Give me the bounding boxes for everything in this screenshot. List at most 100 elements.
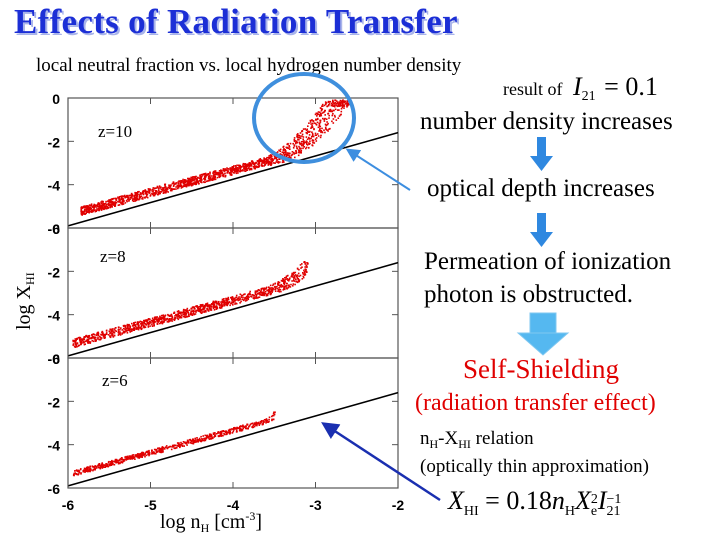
data-point bbox=[319, 126, 321, 128]
data-point bbox=[177, 318, 180, 321]
data-point bbox=[105, 329, 108, 332]
data-point bbox=[102, 200, 104, 203]
data-point bbox=[87, 469, 89, 472]
data-point bbox=[346, 106, 348, 108]
data-point bbox=[307, 147, 310, 149]
data-point bbox=[188, 313, 190, 316]
data-point bbox=[113, 463, 116, 466]
data-point bbox=[216, 302, 219, 305]
data-point bbox=[247, 164, 250, 166]
data-point bbox=[204, 310, 206, 312]
data-point bbox=[212, 172, 214, 175]
data-point bbox=[182, 181, 185, 184]
data-point bbox=[163, 321, 166, 323]
data-point bbox=[308, 122, 310, 124]
data-point bbox=[80, 472, 82, 474]
data-point bbox=[80, 343, 82, 345]
data-point bbox=[106, 465, 109, 467]
data-point bbox=[234, 170, 236, 172]
data-point bbox=[241, 298, 243, 301]
data-point bbox=[222, 174, 224, 177]
data-point bbox=[302, 136, 305, 138]
data-point bbox=[283, 285, 286, 287]
data-point bbox=[204, 439, 206, 441]
y-tick-label: 0 bbox=[52, 91, 60, 107]
data-point bbox=[187, 182, 190, 185]
data-point bbox=[223, 303, 225, 306]
data-point bbox=[339, 99, 342, 102]
data-point bbox=[114, 459, 117, 461]
data-point bbox=[267, 163, 270, 166]
data-point bbox=[145, 193, 148, 195]
data-point bbox=[255, 421, 257, 424]
data-point bbox=[297, 272, 300, 275]
data-point bbox=[102, 333, 104, 335]
data-point bbox=[197, 307, 199, 310]
data-point bbox=[225, 299, 227, 302]
data-point bbox=[309, 121, 312, 123]
data-point bbox=[336, 109, 339, 111]
data-point bbox=[110, 331, 112, 334]
data-point bbox=[210, 303, 213, 305]
data-point bbox=[222, 430, 225, 433]
data-point bbox=[315, 124, 318, 126]
data-point bbox=[328, 109, 331, 111]
data-point bbox=[161, 450, 164, 453]
data-point bbox=[159, 315, 161, 318]
data-point bbox=[263, 157, 265, 159]
data-point bbox=[135, 328, 137, 330]
data-point bbox=[271, 418, 273, 421]
data-point bbox=[109, 202, 111, 204]
data-point bbox=[226, 172, 228, 174]
data-point bbox=[271, 419, 273, 422]
data-point bbox=[114, 329, 116, 332]
data-point bbox=[95, 467, 98, 469]
data-point bbox=[203, 439, 205, 442]
data-point bbox=[103, 464, 105, 466]
data-point bbox=[119, 332, 121, 334]
data-point bbox=[306, 143, 308, 145]
data-point bbox=[209, 309, 212, 311]
data-point bbox=[307, 130, 309, 132]
data-point bbox=[192, 442, 195, 445]
data-point bbox=[213, 303, 216, 306]
data-point bbox=[93, 207, 95, 209]
data-point bbox=[282, 280, 284, 283]
data-point bbox=[301, 266, 303, 268]
data-point bbox=[286, 288, 288, 290]
data-point bbox=[129, 457, 132, 460]
data-point bbox=[321, 112, 324, 114]
data-point bbox=[241, 428, 244, 431]
data-point bbox=[255, 422, 257, 425]
data-point bbox=[183, 315, 186, 317]
data-point bbox=[104, 336, 106, 339]
data-point bbox=[142, 198, 144, 200]
step-optical-depth: optical depth increases bbox=[427, 175, 655, 202]
data-point bbox=[271, 291, 273, 293]
data-point bbox=[242, 424, 244, 427]
data-point bbox=[143, 322, 146, 325]
data-point bbox=[299, 132, 302, 134]
data-point bbox=[250, 160, 253, 163]
data-point bbox=[285, 153, 287, 155]
data-point bbox=[234, 303, 236, 305]
data-point bbox=[269, 156, 272, 159]
data-point bbox=[97, 465, 100, 467]
data-point bbox=[297, 154, 300, 157]
fat-down-arrow bbox=[516, 312, 570, 356]
data-point bbox=[154, 449, 157, 451]
data-point bbox=[100, 209, 103, 211]
data-point bbox=[222, 168, 225, 170]
data-point bbox=[166, 321, 169, 323]
data-point bbox=[311, 122, 314, 125]
data-point bbox=[191, 439, 194, 442]
data-point bbox=[288, 155, 291, 158]
data-point bbox=[194, 437, 197, 440]
data-point bbox=[255, 165, 258, 168]
data-point bbox=[247, 297, 249, 300]
data-point bbox=[248, 425, 251, 427]
data-point bbox=[306, 265, 308, 268]
data-point bbox=[146, 196, 149, 199]
data-point bbox=[117, 461, 120, 464]
data-point bbox=[305, 146, 308, 149]
